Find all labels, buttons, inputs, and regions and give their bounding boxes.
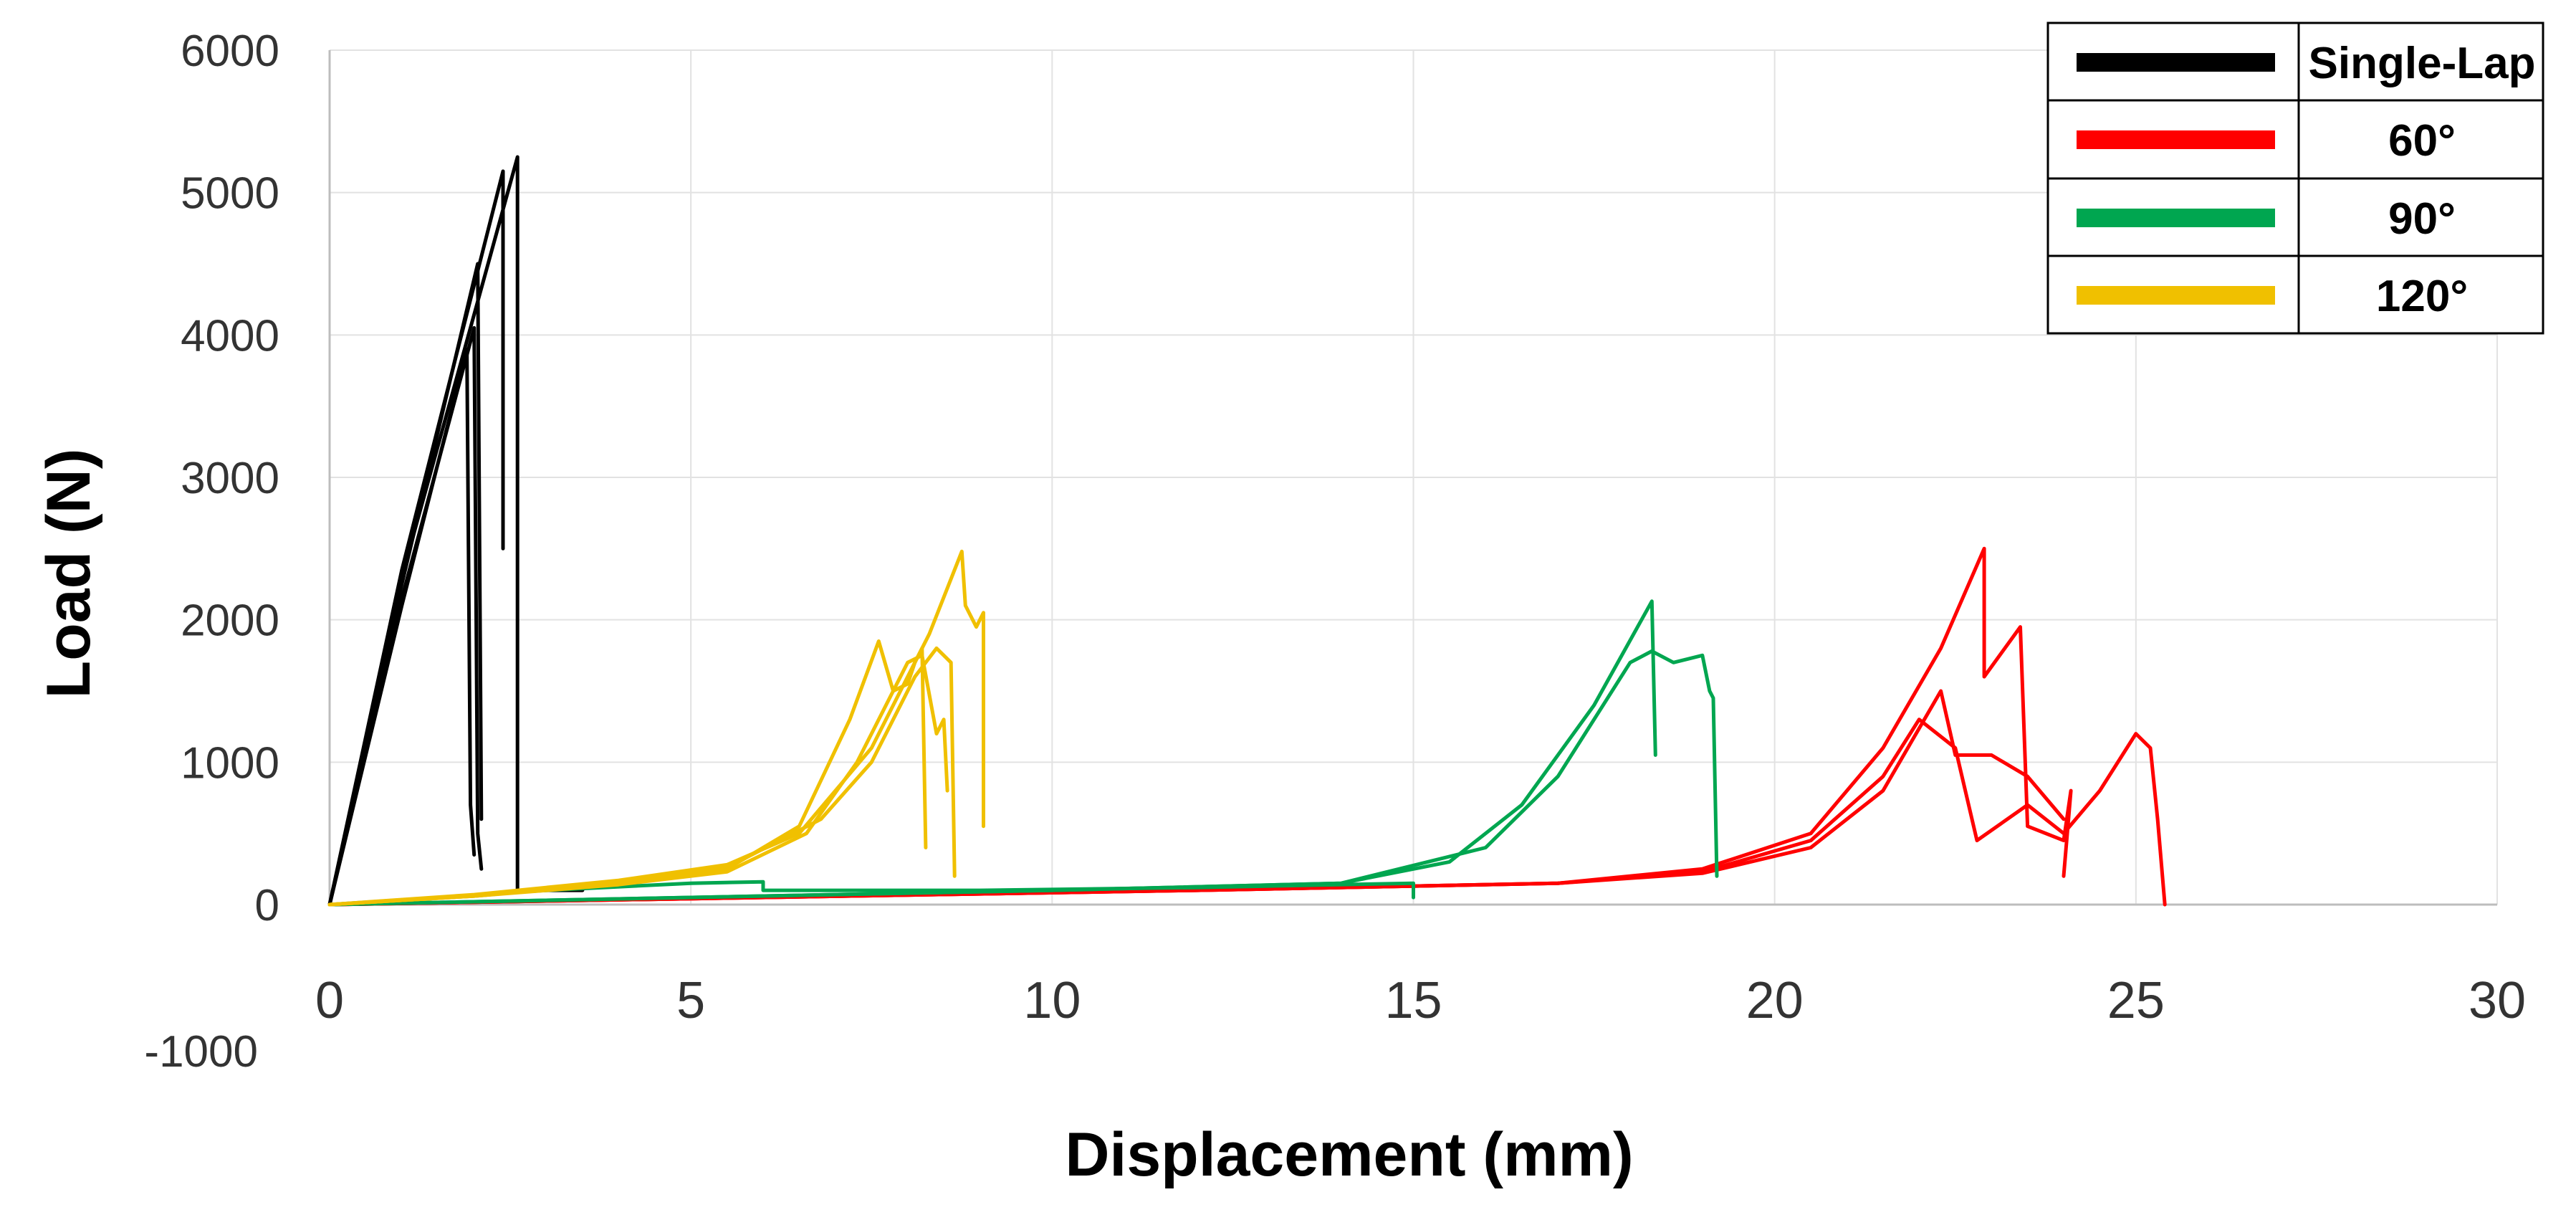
series-line (327, 646, 957, 907)
y-tick-label: 4000 (181, 311, 279, 361)
legend-label-single-lap: Single-Lap (2309, 39, 2536, 88)
series-line (327, 718, 2167, 907)
legend-label-60: 60° (2388, 116, 2456, 166)
y-axis-bottom-label: -1000 (144, 1027, 258, 1077)
legend: Single-Lap 60° 90° 120° (2046, 22, 2544, 335)
series-line (327, 599, 1657, 907)
y-axis-title: Load (N) (34, 449, 103, 699)
series-line (327, 347, 477, 907)
series-single-lap (327, 155, 585, 907)
x-tick-label: 25 (2107, 972, 2165, 1029)
series-line (327, 639, 928, 907)
x-tick-label: 15 (1384, 972, 1442, 1029)
legend-label-90: 90° (2388, 194, 2456, 244)
y-tick-label: 2000 (181, 596, 279, 646)
series-60 (327, 546, 2167, 907)
x-axis-ticks: 0 5 10 15 20 25 30 (315, 972, 2526, 1029)
series-line (327, 155, 585, 907)
x-tick-label: 30 (2469, 972, 2526, 1029)
x-tick-label: 10 (1023, 972, 1081, 1029)
x-tick-label: 0 (315, 972, 344, 1029)
series-90 (327, 599, 1719, 907)
series-120 (327, 549, 985, 907)
y-axis-ticks: 0 1000 2000 3000 4000 5000 6000 (181, 27, 279, 930)
y-tick-label: 6000 (181, 27, 279, 76)
x-axis-title: Displacement (mm) (1065, 1120, 1633, 1189)
series-line (327, 549, 985, 907)
series-line (327, 546, 2073, 907)
legend-label-120: 120° (2376, 272, 2468, 321)
y-tick-label: 3000 (181, 454, 279, 503)
y-tick-label: 1000 (181, 738, 279, 788)
y-tick-label: 0 (255, 881, 279, 930)
x-tick-label: 20 (1746, 972, 1804, 1029)
plot-area (327, 155, 2167, 907)
y-tick-label: 5000 (181, 169, 279, 219)
series-line (327, 689, 2066, 907)
series-line (327, 649, 1719, 907)
x-tick-label: 5 (676, 972, 705, 1029)
series-line (327, 325, 484, 907)
